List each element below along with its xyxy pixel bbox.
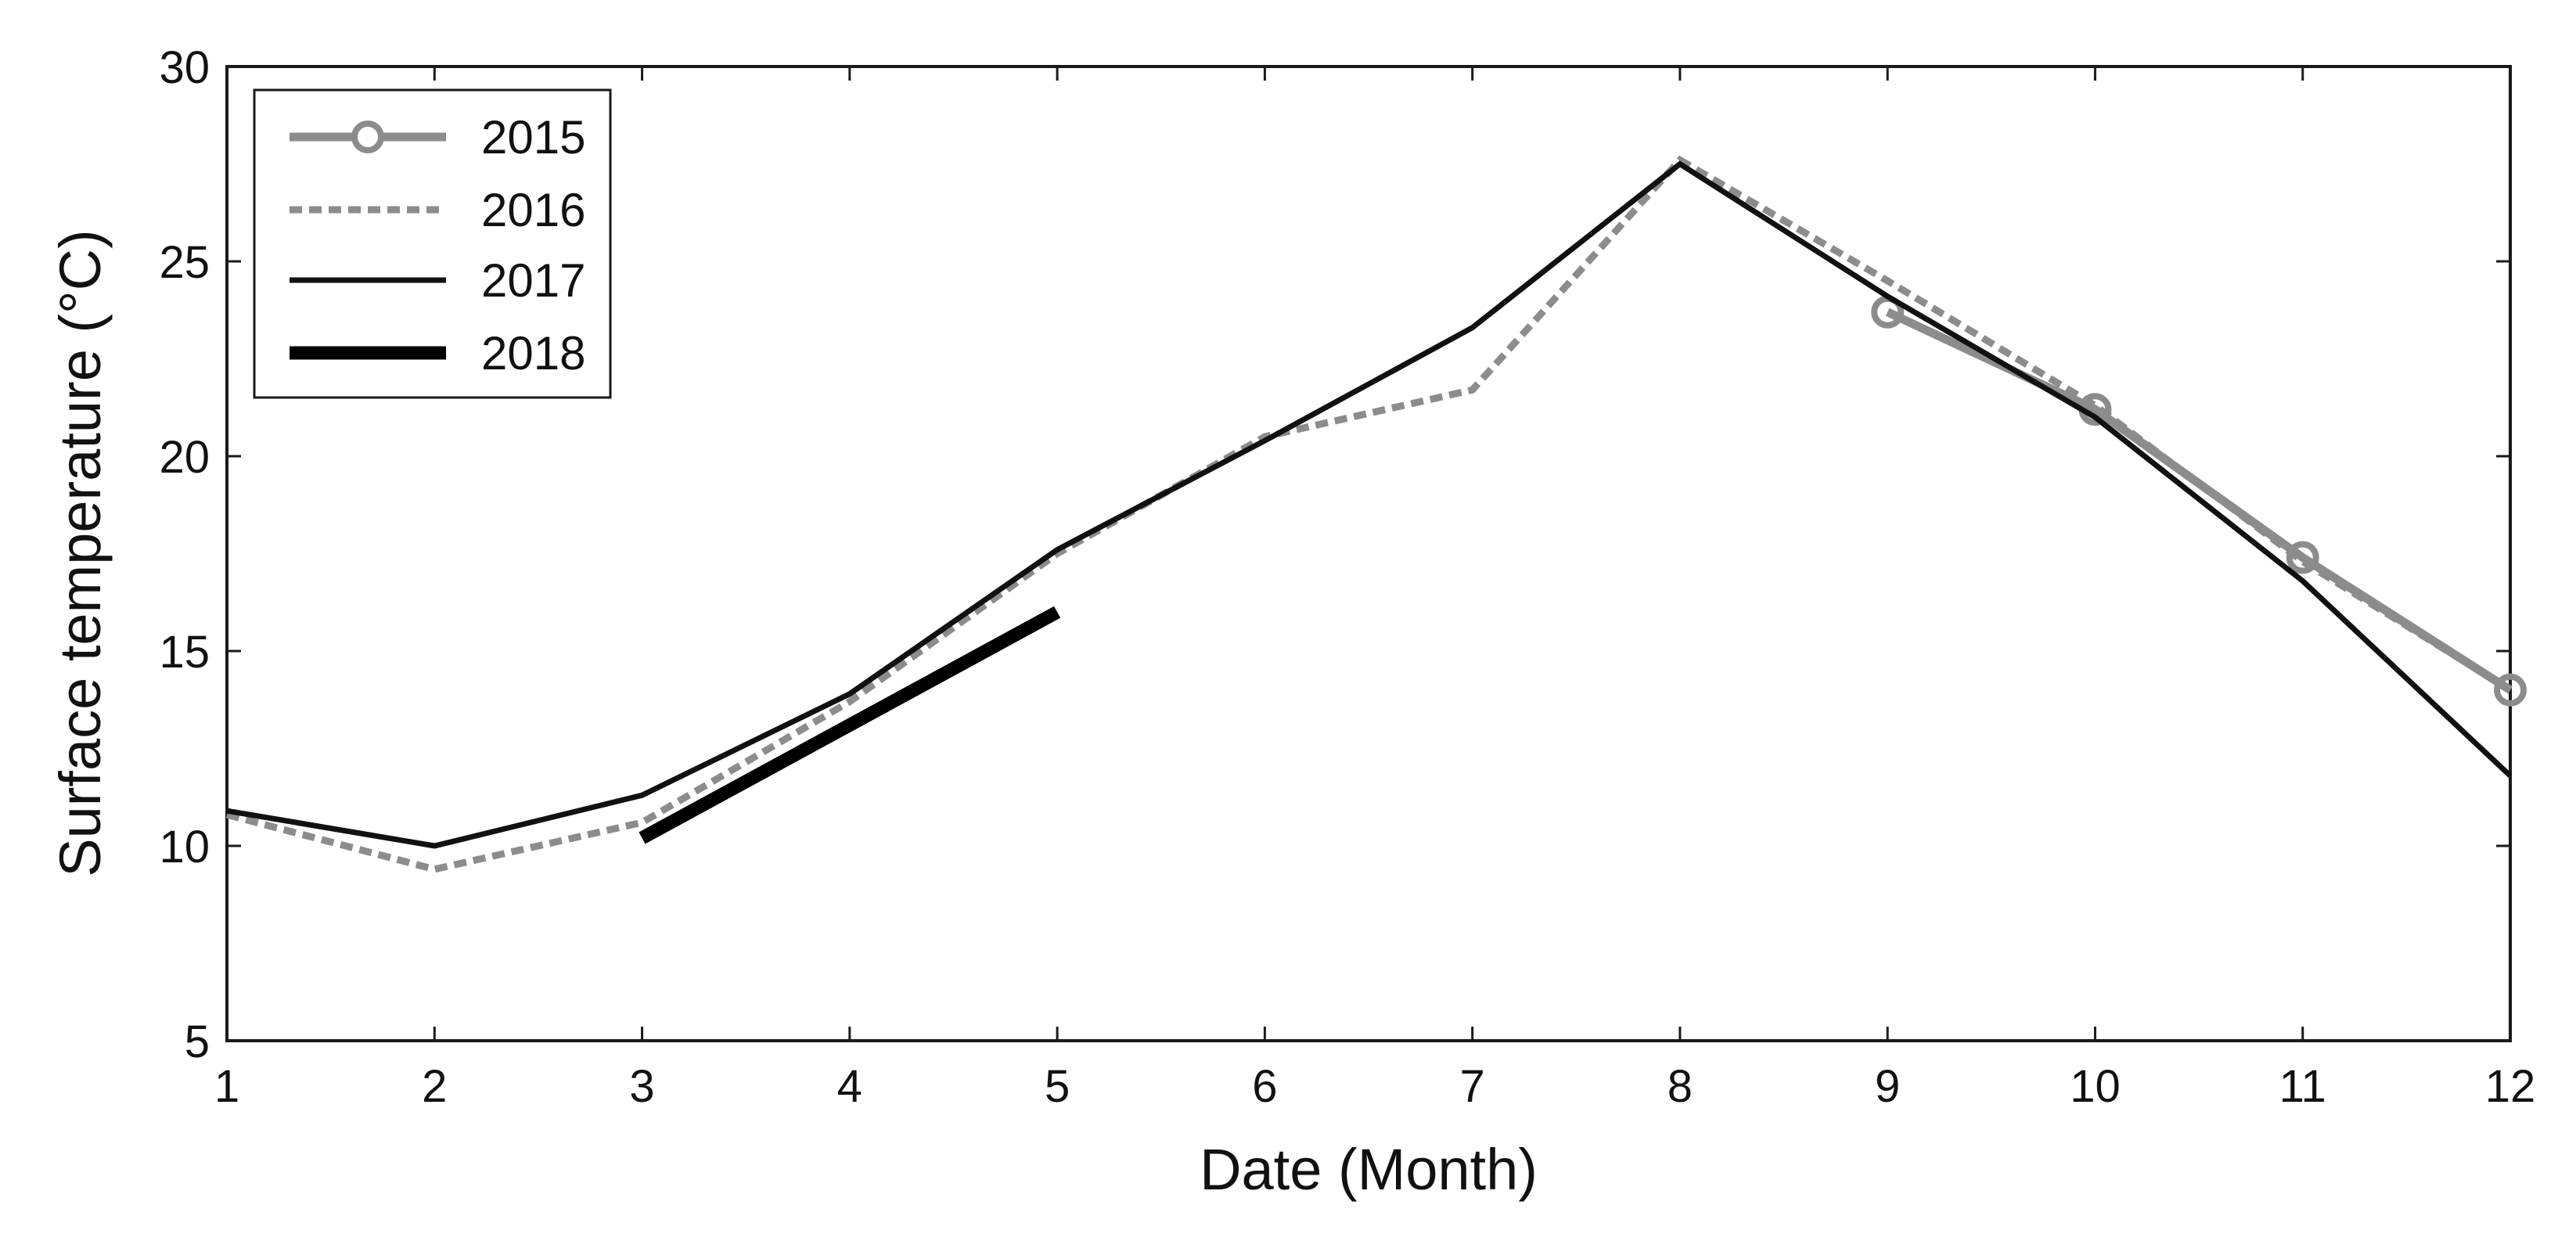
y-tick-label: 5 [185, 1016, 210, 1067]
y-tick-label: 10 [159, 822, 210, 872]
x-tick-label: 4 [837, 1061, 862, 1112]
x-tick-label: 6 [1252, 1061, 1277, 1112]
y-tick-label: 25 [159, 237, 210, 288]
series-group [225, 155, 2527, 873]
legend-label-2016: 2016 [481, 184, 585, 236]
legend: 2015 2016 2017 2018 [253, 88, 612, 399]
legend-marker-2015 [351, 121, 384, 153]
x-tick-label: 11 [2279, 1061, 2326, 1112]
x-tick-label: 3 [629, 1061, 654, 1112]
y-tick-label: 20 [159, 432, 210, 483]
series-marker-2015 [2286, 541, 2319, 574]
x-tick-label: 12 [2485, 1061, 2536, 1112]
series-line-2016 [225, 155, 2513, 873]
x-tick-label: 1 [214, 1061, 239, 1112]
series-marker-2015 [2494, 673, 2527, 707]
series-line-2015 [1885, 308, 2513, 694]
series-line-2017 [226, 160, 2513, 849]
x-tick-label: 2 [422, 1061, 447, 1112]
legend-label-2015: 2015 [481, 111, 585, 164]
x-axis-title: Date (Month) [1200, 1137, 1538, 1202]
x-tick-label: 9 [1875, 1061, 1900, 1112]
legend-label-2017: 2017 [481, 254, 585, 307]
x-tick-label: 10 [2070, 1061, 2121, 1112]
y-axis-title: Surface temperature (°C) [48, 229, 113, 876]
x-tick-label: 5 [1045, 1061, 1070, 1112]
y-tick-label: 30 [159, 42, 210, 93]
y-tick-label: 15 [159, 627, 210, 678]
series-line-2018 [639, 606, 1061, 844]
x-tick-label: 7 [1460, 1061, 1485, 1112]
legend-label-2018: 2018 [481, 327, 585, 380]
x-tick-label: 8 [1668, 1061, 1693, 1112]
